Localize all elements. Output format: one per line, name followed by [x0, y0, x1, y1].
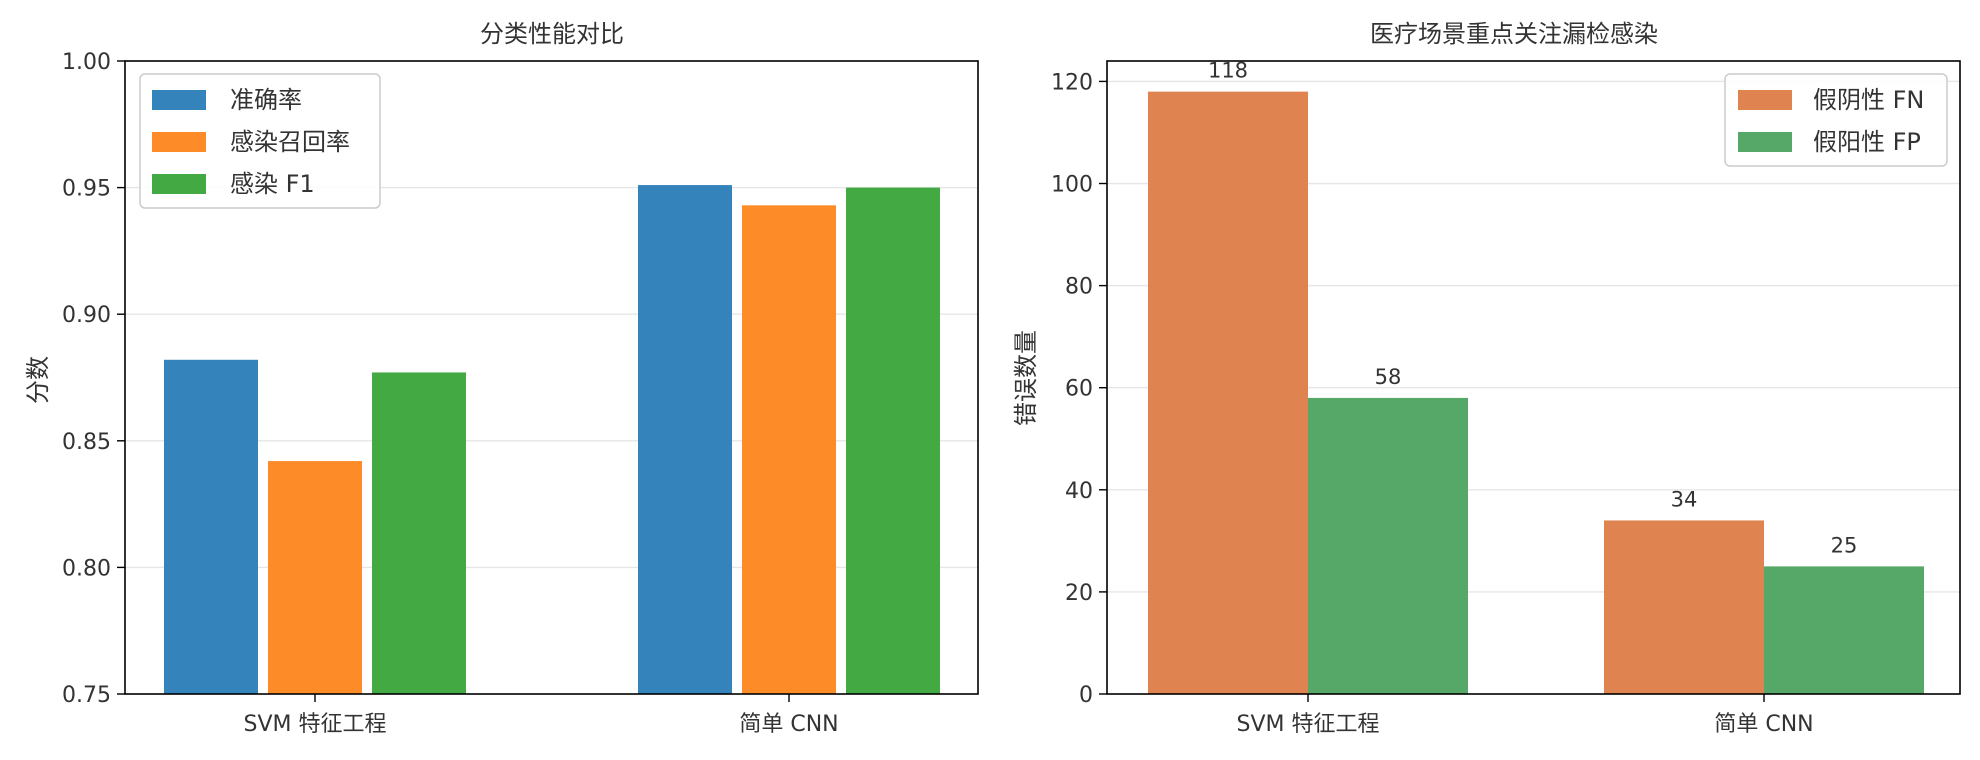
bar-感染-f1-简单-cnn: [846, 187, 940, 694]
bar-假阳性-fp-svm-特征工程: [1308, 397, 1468, 694]
legend-swatch-accuracy: [152, 90, 206, 110]
legend-swatch-infection-f1: [152, 174, 206, 194]
y-tick-label: 0.75: [62, 683, 111, 708]
bar-假阳性-fp-简单-cnn: [1764, 566, 1924, 694]
bar-感染-f1-svm-特征工程: [372, 372, 466, 694]
bar-准确率-简单-cnn: [638, 185, 732, 694]
y-tick-label: 0.85: [62, 430, 111, 455]
legend-swatch-infection-recall: [152, 132, 206, 152]
x-tick-label: 简单 CNN: [739, 712, 838, 737]
error-count-chart-frame: [1106, 60, 1961, 695]
bar-感染召回率-svm-特征工程: [268, 461, 362, 694]
y-tick-label: 80: [1065, 275, 1093, 300]
y-tick-label: 0.80: [62, 556, 111, 581]
data-label: 58: [1375, 365, 1402, 389]
y-tick-label: 60: [1065, 377, 1093, 402]
y-tick-label: 20: [1065, 581, 1093, 606]
y-tick-label: 0.95: [62, 177, 111, 202]
data-label: 34: [1671, 487, 1698, 511]
error-count-chart: 医疗场景重点关注漏检感染 错误数量 118 34 58 25 0 20 40 60 80 100…: [1012, 20, 1961, 737]
data-label: 118: [1208, 59, 1248, 83]
legend-label-false-negative: 假阴性 FN: [1813, 86, 1924, 114]
y-tick-label: 0.90: [62, 303, 111, 328]
error-count-chart-ticks: 0 20 40 60 80 100 120 SVM 特征工程 简单 CNN: [1051, 70, 1814, 737]
performance-chart-legend: 准确率 感染召回率 感染 F1: [139, 73, 381, 209]
legend-swatch-false-negative: [1738, 90, 1792, 110]
performance-chart-frame: [124, 60, 979, 695]
bar-假阴性-fn-简单-cnn: [1604, 520, 1764, 694]
data-label: 25: [1831, 533, 1858, 557]
x-tick-label: 简单 CNN: [1714, 712, 1813, 737]
y-tick-label: 0: [1079, 683, 1093, 708]
bar-假阴性-fn-svm-特征工程: [1148, 91, 1308, 695]
performance-chart-title: 分类性能对比: [480, 20, 624, 48]
legend-swatch-false-positive: [1738, 132, 1792, 152]
performance-chart-ticks: 0.75 0.80 0.85 0.90 0.95 1.00 SVM 特征工程 简单 CNN: [62, 50, 839, 737]
y-tick-label: 1.00: [62, 50, 111, 75]
performance-chart-ylabel: 分数: [24, 356, 52, 404]
x-tick-label: SVM 特征工程: [244, 712, 387, 737]
performance-chart: 分类性能对比 分数 0.75 0.80 0.85 0.90 0.95 1.00 SVM 特征…: [24, 20, 979, 737]
error-count-chart-bars: 118 34 58 25: [1148, 59, 1924, 695]
y-tick-label: 120: [1051, 70, 1093, 95]
y-tick-label: 40: [1065, 479, 1093, 504]
legend-label-false-positive: 假阳性 FP: [1813, 128, 1921, 156]
performance-chart-bars: [164, 185, 940, 694]
bar-准确率-svm-特征工程: [164, 359, 258, 694]
error-count-chart-title: 医疗场景重点关注漏检感染: [1370, 20, 1658, 48]
bar-感染召回率-简单-cnn: [742, 205, 836, 694]
error-count-chart-ylabel: 错误数量: [1012, 330, 1040, 426]
x-tick-label: SVM 特征工程: [1237, 712, 1380, 737]
legend-label-infection-f1: 感染 F1: [230, 170, 315, 198]
y-tick-label: 100: [1051, 173, 1093, 198]
legend-label-infection-recall: 感染召回率: [230, 128, 350, 156]
legend-label-accuracy: 准确率: [230, 86, 302, 114]
error-count-chart-legend: 假阴性 FN 假阳性 FP: [1724, 73, 1948, 167]
